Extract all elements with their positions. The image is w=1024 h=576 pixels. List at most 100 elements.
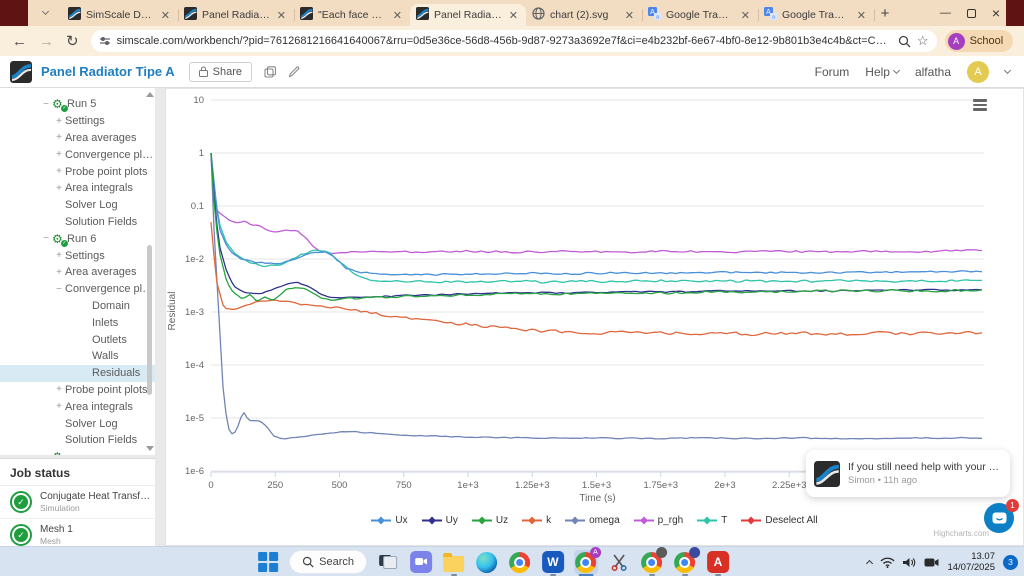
job-status-item[interactable]: Conjugate Heat Transfer v2.0 -...Simulat… [0,486,155,519]
tray-chevron-icon[interactable] [866,559,874,568]
legend-item-deselect-all[interactable]: Deselect All [741,515,818,526]
sidebar-item-walls[interactable]: Walls [0,348,155,365]
collapse-icon[interactable]: − [43,233,49,245]
sidebar-item-settings[interactable]: + Settings [0,113,155,130]
expand-icon[interactable]: + [56,115,62,127]
sidebar-item-residuals[interactable]: Residuals [0,364,155,382]
forward-button[interactable]: → [39,32,54,50]
expand-icon[interactable]: + [56,401,62,413]
legend-item-omega[interactable]: omega [565,515,620,526]
legend-item-p-rgh[interactable]: p_rgh [633,515,683,526]
sidebar-item-solution-fields[interactable]: Solution Fields [0,214,155,231]
sidebar-item-area-averages[interactable]: + Area averages [0,130,155,147]
sidebar-item-solver-log[interactable]: Solver Log [0,197,155,214]
tab-close-icon[interactable]: ✕ [856,9,866,22]
scroll-down-icon[interactable] [146,446,154,451]
legend-item-uz[interactable]: Uz [471,515,508,526]
taskbar-chrome-profile-3-button[interactable] [673,547,700,576]
series-line-k[interactable] [210,222,983,337]
support-chat-notification[interactable]: If you still need help with your relaxat… [806,450,1010,497]
site-settings-icon[interactable] [99,35,111,47]
chart-context-menu-icon[interactable] [973,99,987,111]
sidebar-item-area-averages[interactable]: + Area averages [0,264,155,281]
scroll-up-icon[interactable] [146,92,154,97]
taskbar-teams-chat-button[interactable] [409,550,433,574]
browser-menu-icon[interactable]: ⋮ [1019,33,1024,49]
sidebar-item-run-5[interactable]: − ⚙ ✓ Run 5 [0,96,155,113]
sidebar-item-solver-log[interactable]: Solver Log [0,415,155,432]
taskbar-chrome-profile-2-button[interactable] [640,547,667,576]
tab-close-icon[interactable]: ✕ [276,9,286,22]
help-menu[interactable]: Help [865,65,901,79]
browser-tab[interactable]: "Each face must have ✕ [294,4,411,26]
tray-clock[interactable]: 13.07 14/07/2025 [947,551,995,573]
reload-button[interactable]: ↻ [66,33,79,50]
forum-link[interactable]: Forum [814,64,850,79]
sidebar-item-settings[interactable]: + Settings [0,247,155,264]
taskbar-edge-button[interactable] [475,550,499,574]
browser-tab[interactable]: SimScale Dashboard ✕ [62,4,179,26]
new-tab-button[interactable]: + [880,4,890,22]
series-line-Uz[interactable] [210,153,983,302]
scrollbar-thumb[interactable] [147,245,152,395]
rename-pencil-icon[interactable] [288,66,300,78]
tab-close-icon[interactable]: ✕ [160,9,170,22]
sidebar-item-area-integrals[interactable]: + Area integrals [0,180,155,197]
browser-tab[interactable]: Panel Radiator Stand ✕ [178,4,295,26]
tab-close-icon[interactable]: ✕ [740,9,750,22]
address-bar[interactable]: simscale.com/workbench/?pid=761268121664… [90,30,937,52]
sidebar-item-outlets[interactable]: Outlets [0,331,155,348]
sidebar-item-convergence-plots[interactable]: + Convergence plots [0,146,155,163]
taskbar-file-explorer-button[interactable] [442,550,466,576]
chevron-down-icon[interactable] [1003,66,1012,74]
notification-count-badge[interactable]: 3 [1003,554,1018,570]
copy-link-icon[interactable] [264,65,277,78]
tab-close-icon[interactable]: ✕ [392,9,402,22]
wifi-icon[interactable] [880,557,895,568]
collapse-icon[interactable]: − [56,283,62,295]
taskbar-chrome-school-button[interactable]: A [573,547,601,576]
tab-close-icon[interactable]: ✕ [508,9,518,22]
series-line-Ux[interactable] [210,153,983,277]
window-minimize-button[interactable]: — [939,7,951,19]
expand-icon[interactable]: + [56,166,62,178]
residuals-chart[interactable]: 10 1 0.1 1e-2 1e-3 1e-4 1e-5 1e-6 Residual 0 250 50… [166,89,1023,545]
taskbar-start-button[interactable] [256,550,280,574]
camera-icon[interactable] [924,557,939,568]
series-line-p_rgh[interactable] [210,155,983,255]
sidebar-item-convergence-plots[interactable]: − Convergence plots [0,281,155,298]
expand-icon[interactable]: + [56,182,62,194]
series-line-omega[interactable] [210,152,982,440]
legend-item-k[interactable]: k [522,515,551,526]
series-line-Uy[interactable] [210,153,983,299]
legend-item-ux[interactable]: Ux [371,515,408,526]
expand-icon[interactable]: + [56,266,62,278]
browser-tab[interactable]: Aa Google Translate ✕ [642,4,759,26]
tab-search-button[interactable] [32,3,58,23]
sidebar-item-probe-point-plots[interactable]: + Probe point plots [0,382,155,399]
sidebar-item-probe-point-plots[interactable]: + Probe point plots [0,163,155,180]
taskbar-search[interactable]: Search [289,550,367,574]
zoom-icon[interactable] [898,35,911,48]
series-line-T[interactable] [210,152,982,284]
tab-close-icon[interactable]: ✕ [624,9,634,22]
collapse-icon[interactable]: − [43,98,49,110]
sidebar-item-partial[interactable]: ⚙✓ [0,449,155,455]
window-maximize-button[interactable] [966,8,976,18]
taskbar-word-button[interactable]: W [541,550,565,576]
legend-item-uy[interactable]: Uy [421,515,458,526]
back-button[interactable]: ← [12,32,27,50]
expand-icon[interactable]: + [56,384,62,396]
browser-tab[interactable]: Aa Google Translate ✕ [758,4,875,26]
taskbar-task-view-button[interactable] [376,550,400,574]
taskbar-chrome-button[interactable] [508,550,532,574]
sidebar-item-area-integrals[interactable]: + Area integrals [0,398,155,415]
browser-tab[interactable]: Panel Radiator Tipe A ✕ [410,4,526,26]
bookmark-star-icon[interactable]: ☆ [916,33,929,48]
window-close-button[interactable]: × [991,5,1000,21]
expand-icon[interactable]: + [56,149,62,161]
sidebar-item-domain[interactable]: Domain [0,298,155,315]
user-avatar[interactable]: A [967,60,989,83]
sidebar-scrollbar[interactable] [146,90,154,453]
